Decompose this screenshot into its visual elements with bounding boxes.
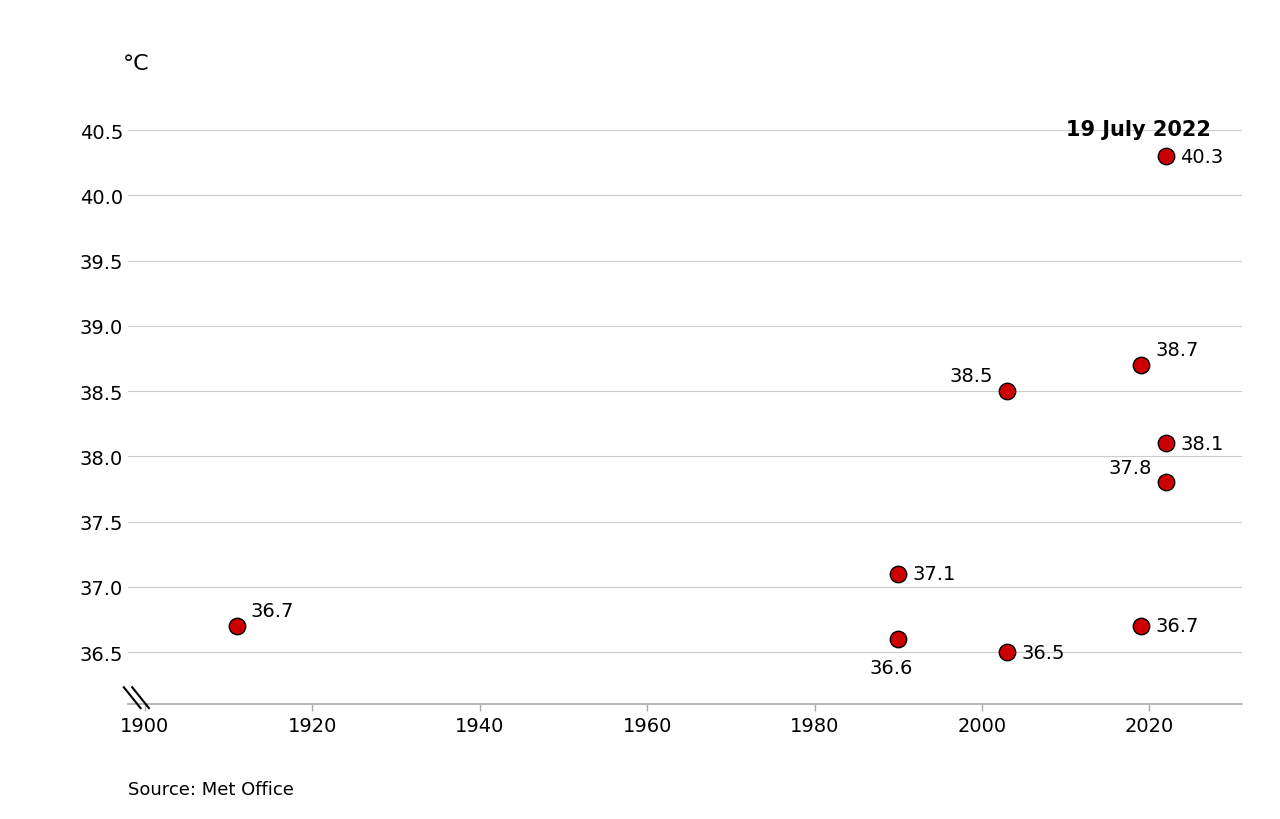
- Text: 37.1: 37.1: [913, 564, 956, 583]
- Text: 36.7: 36.7: [251, 602, 294, 621]
- Point: [1132, 620, 1152, 633]
- Point: [997, 645, 1018, 658]
- Text: 40.3: 40.3: [1180, 147, 1224, 166]
- Point: [1156, 437, 1176, 450]
- Point: [1156, 476, 1176, 489]
- Text: B: B: [1187, 773, 1202, 793]
- Text: °C: °C: [123, 54, 148, 74]
- Text: 36.5: 36.5: [1021, 643, 1065, 662]
- Point: [888, 632, 909, 645]
- Point: [1156, 151, 1176, 164]
- Text: 36.7: 36.7: [1155, 617, 1198, 636]
- Text: 36.6: 36.6: [869, 658, 913, 677]
- Text: 19 July 2022: 19 July 2022: [1066, 120, 1211, 140]
- Text: 38.1: 38.1: [1180, 434, 1224, 453]
- Point: [1132, 359, 1152, 372]
- Text: C: C: [1233, 773, 1248, 793]
- Text: 37.8: 37.8: [1108, 459, 1152, 477]
- Point: [227, 620, 247, 633]
- Text: Source: Met Office: Source: Met Office: [128, 781, 294, 799]
- Text: B: B: [1140, 773, 1156, 793]
- Point: [888, 568, 909, 581]
- Point: [997, 385, 1018, 398]
- Text: 38.7: 38.7: [1155, 341, 1198, 360]
- Text: 38.5: 38.5: [950, 367, 993, 386]
